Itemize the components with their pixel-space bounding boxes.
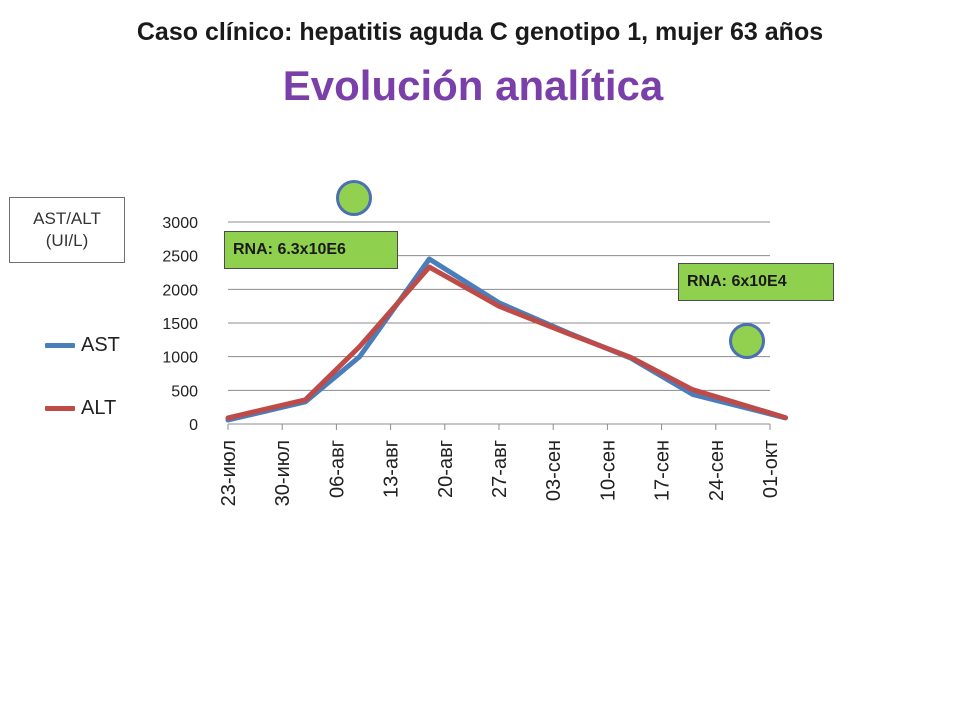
y-axis-label-line1: AST/ALT — [33, 209, 101, 228]
x-tick-label: 10-сен — [597, 440, 619, 501]
y-axis-ticks: 0 500 1000 1500 2000 2500 3000 — [162, 215, 198, 434]
y-axis-label-line2: (UI/L) — [45, 231, 89, 250]
x-tick-label: 23-июл — [218, 440, 240, 506]
series-line-ast — [225, 256, 788, 423]
x-tick-label: 24-сен — [706, 440, 728, 501]
y-tick-label: 1500 — [162, 316, 198, 333]
x-tick-label: 01-окт — [760, 440, 782, 498]
chart-series — [225, 256, 788, 423]
page-title: Evolución analítica — [282, 62, 664, 109]
x-tick-label: 13-авг — [381, 440, 403, 498]
x-tick-label: 27-авг — [489, 440, 511, 498]
legend-item-alt: ALT — [45, 397, 116, 420]
green-circle-marker-first — [336, 180, 372, 216]
x-tick-label: 20-авг — [435, 440, 457, 498]
y-tick-label: 2500 — [162, 249, 198, 266]
legend-label-alt: ALT — [81, 397, 117, 419]
x-tick-label: 17-сен — [652, 440, 674, 501]
y-tick-label: 3000 — [162, 215, 198, 232]
y-tick-label: 500 — [171, 383, 198, 400]
y-axis-label-box: AST/ALT (UI/L) — [9, 197, 125, 263]
series-line-alt — [225, 264, 788, 421]
y-tick-label: 1000 — [162, 350, 198, 367]
x-tick-label: 06-авг — [326, 440, 348, 498]
x-tick-label: 30-июл — [272, 440, 294, 506]
x-axis: 23-июл 30-июл 06-авг 13-авг 20-авг 27-авг 03-с… — [218, 424, 782, 506]
rna-callout-first: RNA: 6.3x10E6 — [224, 231, 398, 269]
case-title: Caso clínico: hepatitis aguda C genotipo… — [136, 18, 824, 46]
legend-swatch-ast — [45, 343, 75, 348]
legend-swatch-alt — [45, 406, 75, 411]
legend-item-ast: AST — [45, 334, 120, 357]
x-tick-label: 03-сен — [543, 440, 565, 501]
legend-label-ast: AST — [81, 334, 120, 356]
y-tick-label: 0 — [189, 417, 198, 434]
y-tick-label: 2000 — [162, 282, 198, 299]
green-circle-marker-second — [729, 323, 765, 359]
rna-callout-second: RNA: 6x10E4 — [678, 263, 834, 301]
